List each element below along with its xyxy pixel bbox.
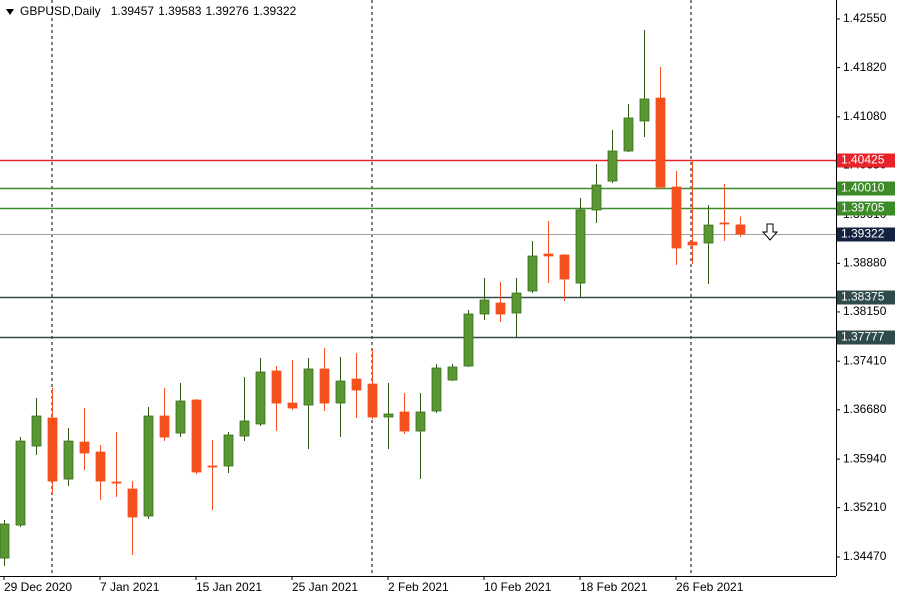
x-tick-label: 18 Feb 2021 [580,580,648,594]
candle-body [95,451,106,482]
candle-body [639,98,650,122]
y-tick-label: 1.38880 [843,256,887,270]
level-label: 1.39705 [841,201,885,215]
x-tick-label: 29 Dec 2020 [4,580,72,594]
level-label: 1.40010 [841,181,885,195]
candle-body [127,488,138,518]
candle-body [623,117,634,152]
menu-triangle[interactable] [6,9,14,15]
candle-body [15,440,26,526]
candle-body [527,255,538,292]
current-price-bg [837,227,895,242]
x-tick-label: 15 Jan 2021 [196,580,262,594]
candle-body [143,415,154,517]
candle-body [31,415,42,447]
level-label: 1.38375 [841,290,885,304]
candle-body [79,441,90,454]
candle-body [303,368,314,406]
sell-arrow [761,223,779,241]
last-low: 1.39276 [205,4,249,18]
candle-body [351,378,362,391]
x-tick-label: 25 Jan 2021 [292,580,358,594]
candle-body [47,417,58,482]
level-label: 1.40425 [841,153,885,167]
x-tick-label: 26 Feb 2021 [676,580,744,594]
y-tick-label: 1.41820 [843,60,887,74]
candle-body [495,302,506,315]
candle-body [575,209,586,284]
candle-body [383,413,394,418]
candle-body [559,254,570,280]
candle-body [399,411,410,432]
candle-body [463,313,474,367]
level-label-bg [837,201,895,216]
candle-body [319,368,330,404]
level-label-bg [837,290,895,305]
candle-body [159,415,170,438]
candle-body [111,481,122,484]
y-tick-label: 1.36680 [843,402,887,416]
candle-body [447,366,458,381]
y-tick-label: 1.35940 [843,451,887,465]
candle-body [479,299,490,315]
last-open: 1.39457 [111,4,155,18]
candle-body [687,241,698,246]
y-tick-label: 1.42550 [843,11,887,25]
candle-body [719,222,730,225]
candle-body [511,292,522,314]
candle-body [671,186,682,249]
candle-body [415,411,426,432]
candle-body [223,434,234,467]
chart-header: GBPUSD,Daily 1.39457 1.39583 1.39276 1.39322 [20,4,297,18]
candle-body [703,224,714,244]
candle-body [591,184,602,211]
x-tick-label: 10 Feb 2021 [484,580,552,594]
last-high: 1.39583 [158,4,202,18]
level-label-bg [837,153,895,168]
candle-body [191,399,202,473]
y-tick-label: 1.35210 [843,500,887,514]
y-tick-label: 1.41080 [843,109,887,123]
symbol-title: GBPUSD,Daily [20,4,101,18]
y-tick-label: 1.38150 [843,304,887,318]
x-tick-label: 2 Feb 2021 [388,580,449,594]
plot [0,30,836,567]
y-tick-label: 1.37410 [843,353,887,367]
candle-body [335,380,346,404]
candle-body [431,367,442,412]
last-close: 1.39322 [253,4,297,18]
candle-body [543,253,554,257]
current-price-label: 1.39322 [841,227,885,241]
level-label-bg [837,181,895,196]
candle-body [735,224,746,235]
candle-body [655,97,666,188]
candle-body [255,371,266,425]
candle-body [607,150,618,182]
price-axis: 1.425501.418201.410801.403501.396101.388… [836,11,895,563]
x-tick-label: 7 Jan 2021 [100,580,160,594]
candle-body [175,400,186,434]
level-label: 1.37777 [841,330,885,344]
candle-body [239,420,250,437]
y-tick-label: 1.34470 [843,549,887,563]
candle-body [207,465,218,468]
candle-body [0,523,10,559]
candle-body [63,440,74,480]
candle-body [271,370,282,404]
candle-body [287,402,298,409]
level-label-bg [837,330,895,345]
candle-body [367,383,378,418]
